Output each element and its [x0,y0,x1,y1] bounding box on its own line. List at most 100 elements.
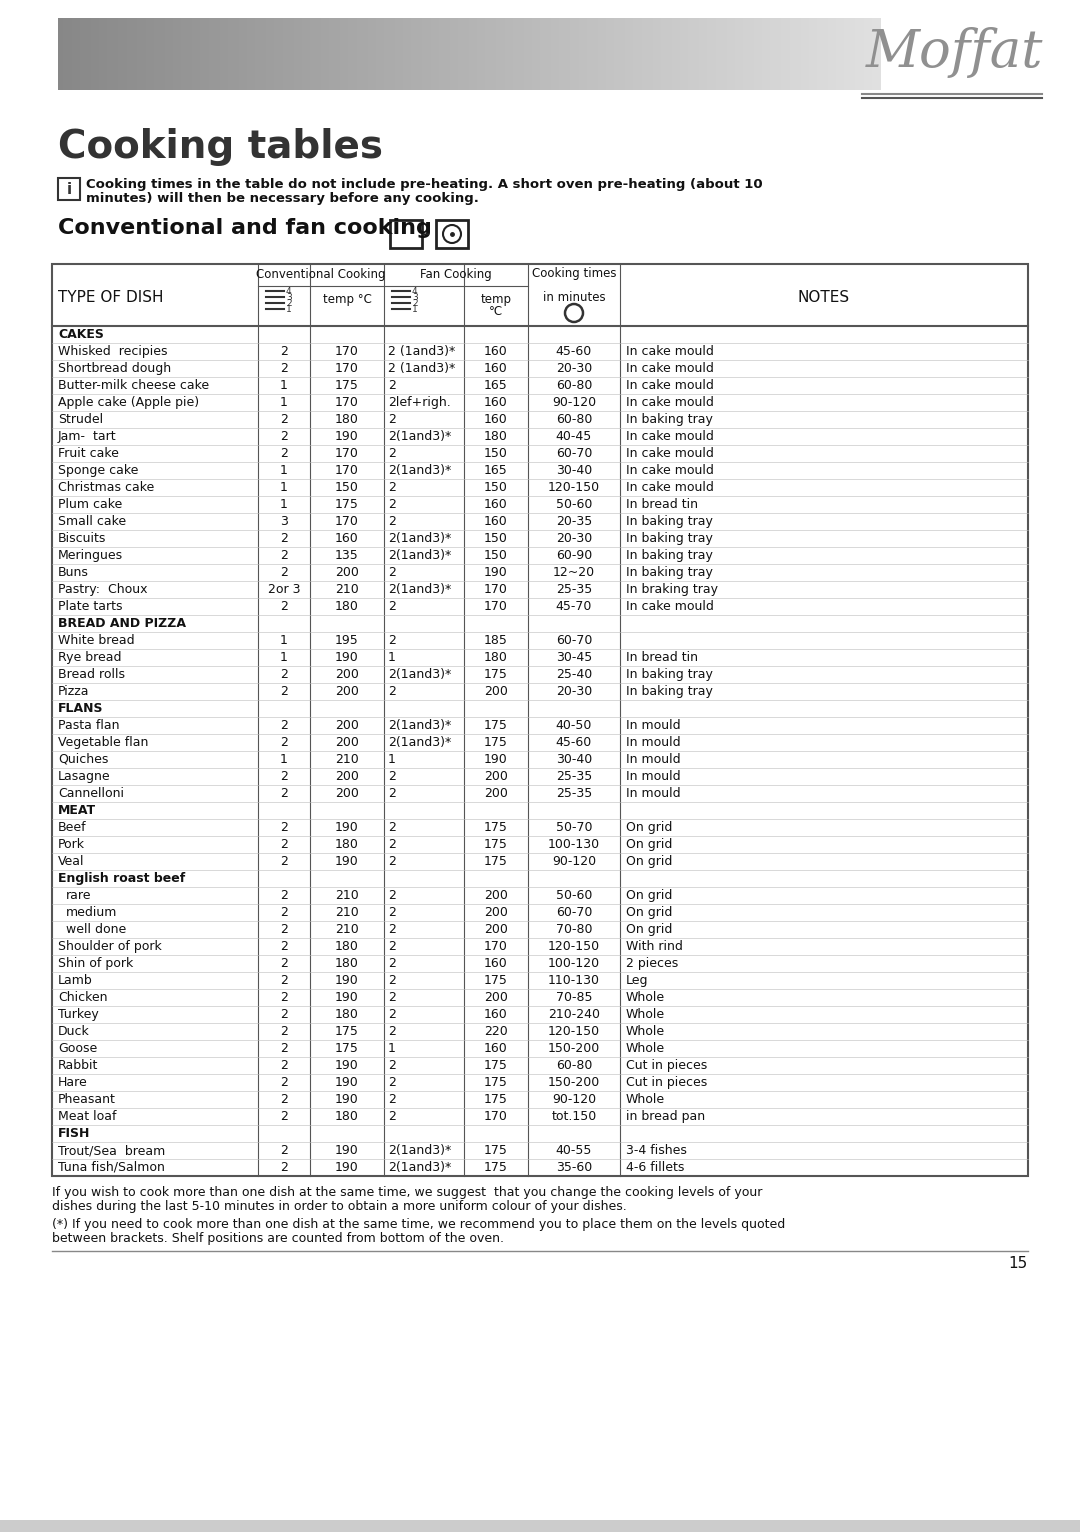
Bar [365,18,368,90]
Bar [510,18,514,90]
Text: Whole: Whole [626,1042,665,1056]
Bar [272,18,275,90]
Bar [590,18,593,90]
Text: 2(1and3)*: 2(1and3)* [388,584,451,596]
Text: Whole: Whole [626,1008,665,1020]
Bar [249,18,254,90]
Bar [242,18,245,90]
Bar [253,18,256,90]
Text: 100-130: 100-130 [548,838,600,850]
Text: 2: 2 [388,838,396,850]
Bar [450,18,454,90]
Text: Biscuits: Biscuits [58,532,106,545]
Bar [387,18,391,90]
Text: With rind: With rind [626,941,683,953]
Bar [105,18,108,90]
Bar [403,18,407,90]
Text: 150-200: 150-200 [548,1075,600,1089]
Bar [540,18,544,90]
Bar [346,18,350,90]
Bar [716,18,719,90]
Text: 175: 175 [484,1092,508,1106]
Text: 2: 2 [280,821,288,833]
Text: 1: 1 [388,1042,396,1056]
Text: 30-40: 30-40 [556,464,592,476]
Bar [143,18,147,90]
Text: 180: 180 [335,838,359,850]
Bar [480,18,484,90]
Text: On grid: On grid [626,922,673,936]
Bar [814,18,818,90]
Text: rare: rare [66,889,92,902]
Text: Plum cake: Plum cake [58,498,122,512]
Text: In bread tin: In bread tin [626,651,698,663]
Bar [390,221,422,248]
Text: 3: 3 [411,293,418,302]
Text: On grid: On grid [626,889,673,902]
Bar [518,18,522,90]
Bar [568,18,571,90]
Bar [666,18,670,90]
Bar [529,18,534,90]
Text: Pizza: Pizza [58,685,90,699]
Text: 150: 150 [484,548,508,562]
Bar [485,18,489,90]
Bar [521,18,525,90]
Bar [107,18,111,90]
Bar [195,18,199,90]
Bar [474,18,478,90]
Text: 175: 175 [335,378,359,392]
Text: 110-130: 110-130 [548,974,600,987]
Bar [656,18,659,90]
Text: 200: 200 [484,905,508,919]
Text: 175: 175 [484,1144,508,1157]
Text: 20-30: 20-30 [556,685,592,699]
Text: White bread: White bread [58,634,135,647]
Bar [239,18,243,90]
Bar [707,18,711,90]
Bar [203,18,207,90]
Bar [83,18,86,90]
Bar [308,18,311,90]
Text: 2: 2 [388,855,396,869]
Text: 12~20: 12~20 [553,565,595,579]
Bar [850,18,853,90]
Text: 2: 2 [388,958,396,970]
Bar [140,18,144,90]
Text: 160: 160 [484,362,508,375]
Bar [340,18,343,90]
Text: 90-120: 90-120 [552,395,596,409]
Text: 175: 175 [484,735,508,749]
Text: Conventional and fan cooking: Conventional and fan cooking [58,218,432,237]
Bar [513,18,516,90]
Bar [417,18,421,90]
Text: Pastry:  Choux: Pastry: Choux [58,584,148,596]
Text: 2: 2 [280,1008,288,1020]
Bar [872,18,876,90]
Text: 150: 150 [484,447,508,460]
Text: Meringues: Meringues [58,548,123,562]
Text: 2lef+righ.: 2lef+righ. [388,395,450,409]
Text: Beef: Beef [58,821,86,833]
Bar [727,18,730,90]
Text: 60-70: 60-70 [556,634,592,647]
Text: Apple cake (Apple pie): Apple cake (Apple pie) [58,395,199,409]
Bar [699,18,703,90]
Text: Turkey: Turkey [58,1008,98,1020]
Bar [258,18,261,90]
Text: 2: 2 [280,941,288,953]
Text: Cannelloni: Cannelloni [58,787,124,800]
Bar [738,18,741,90]
Text: Tuna fish/Salmon: Tuna fish/Salmon [58,1161,165,1174]
Text: 175: 175 [335,498,359,512]
Text: Lasagne: Lasagne [58,771,110,783]
Bar [69,18,72,90]
Bar [294,18,297,90]
Text: 190: 190 [335,1075,359,1089]
Text: In cake mould: In cake mould [626,378,714,392]
Text: 40-45: 40-45 [556,430,592,443]
Text: 25-35: 25-35 [556,787,592,800]
Text: Fruit cake: Fruit cake [58,447,119,460]
Text: Meat loaf: Meat loaf [58,1111,117,1123]
Text: MEAT: MEAT [58,804,96,817]
